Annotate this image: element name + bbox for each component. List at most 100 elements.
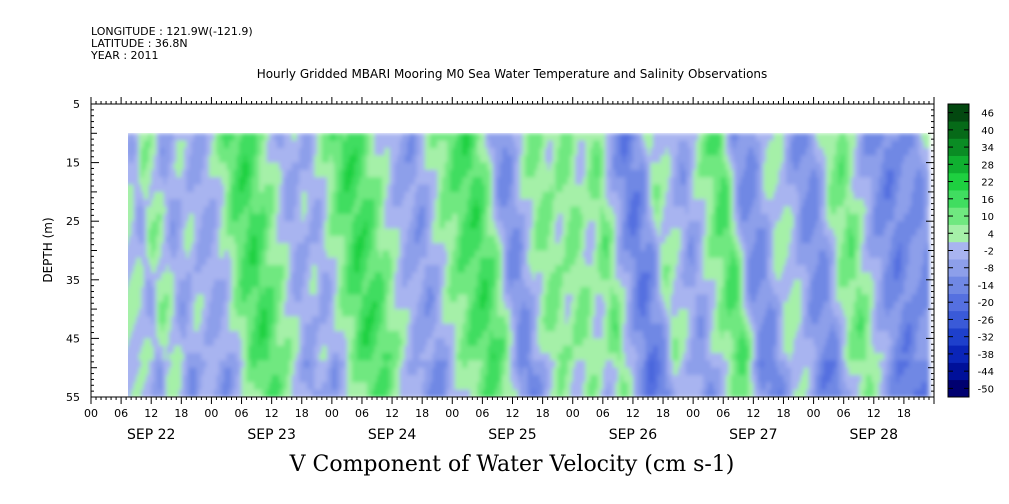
heatmap-cell bbox=[841, 155, 845, 164]
heatmap-cell bbox=[188, 177, 192, 186]
heatmap-cell bbox=[244, 155, 248, 164]
heatmap-cell bbox=[151, 191, 155, 200]
heatmap-cell bbox=[143, 177, 147, 186]
heatmap-cell bbox=[645, 155, 649, 164]
heatmap-cell bbox=[434, 184, 438, 193]
heatmap-cell bbox=[625, 177, 629, 186]
heatmap-cell bbox=[494, 191, 499, 200]
heatmap-cell bbox=[733, 155, 737, 164]
heatmap-cell bbox=[718, 147, 722, 156]
heatmap-cell bbox=[758, 140, 762, 149]
heatmap-cell bbox=[515, 162, 519, 171]
heatmap-cell bbox=[550, 140, 554, 149]
heatmap-cell bbox=[409, 169, 413, 178]
heatmap-cell bbox=[397, 140, 401, 149]
heatmap-cell bbox=[404, 162, 408, 171]
heatmap-cell bbox=[211, 162, 215, 171]
heatmap-cell bbox=[851, 133, 855, 142]
heatmap-cell bbox=[346, 169, 351, 178]
heatmap-cell bbox=[392, 140, 396, 149]
heatmap-cell bbox=[863, 133, 867, 142]
heatmap-cell bbox=[444, 155, 448, 164]
heatmap-cell bbox=[221, 191, 225, 200]
heatmap-cell bbox=[853, 191, 857, 200]
heatmap-cell bbox=[861, 191, 865, 200]
heatmap-cell bbox=[798, 169, 802, 178]
heatmap-cell bbox=[181, 162, 185, 171]
heatmap-cell bbox=[878, 155, 882, 164]
heatmap-cell bbox=[783, 140, 787, 149]
heatmap-cell bbox=[384, 140, 388, 149]
heatmap-cell bbox=[545, 140, 549, 149]
heatmap-cell bbox=[502, 155, 506, 164]
heatmap-cell bbox=[454, 147, 458, 156]
heatmap-cell bbox=[530, 191, 534, 200]
heatmap-cell bbox=[156, 155, 160, 164]
heatmap-cell bbox=[653, 169, 657, 178]
heatmap-cell bbox=[447, 177, 451, 186]
heatmap-cell bbox=[750, 162, 754, 171]
heatmap-cell bbox=[429, 162, 433, 171]
heatmap-cell bbox=[620, 147, 624, 156]
heatmap-cell bbox=[532, 147, 536, 156]
heatmap-cell bbox=[334, 177, 338, 186]
heatmap-cell bbox=[246, 184, 250, 193]
heatmap-cell bbox=[525, 140, 529, 149]
heatmap-cell bbox=[311, 133, 315, 142]
heatmap-cell bbox=[668, 133, 672, 142]
heatmap-cell bbox=[530, 133, 534, 142]
heatmap-cell bbox=[324, 162, 328, 171]
heatmap-cell bbox=[908, 155, 913, 164]
heatmap-cell bbox=[846, 191, 850, 200]
heatmap-cell bbox=[620, 191, 624, 200]
heatmap-cell bbox=[547, 133, 551, 142]
heatmap-cell bbox=[778, 147, 782, 156]
heatmap-cell bbox=[454, 184, 458, 193]
heatmap-cell bbox=[888, 184, 892, 193]
heatmap-cell bbox=[866, 162, 870, 171]
heatmap-cell bbox=[537, 147, 541, 156]
heatmap-cell bbox=[133, 184, 137, 193]
heatmap-cell bbox=[828, 147, 832, 156]
heatmap-cell bbox=[387, 162, 391, 171]
heatmap-cell bbox=[816, 147, 820, 156]
heatmap-cell bbox=[156, 140, 160, 149]
heatmap-cell bbox=[642, 191, 647, 200]
heatmap-cell bbox=[484, 162, 489, 171]
heatmap-cell bbox=[693, 162, 697, 171]
heatmap-cell bbox=[615, 177, 619, 186]
heatmap-cell bbox=[612, 191, 616, 200]
heatmap-cell bbox=[813, 155, 817, 164]
heatmap-cell bbox=[642, 184, 647, 193]
heatmap-cell bbox=[178, 169, 182, 178]
heatmap-cell bbox=[163, 155, 167, 164]
heatmap-cell bbox=[916, 155, 920, 164]
heatmap-cell bbox=[710, 133, 714, 142]
heatmap-cell bbox=[444, 140, 448, 149]
heatmap-cell bbox=[366, 162, 371, 171]
heatmap-cell bbox=[796, 133, 800, 142]
heatmap-cell bbox=[266, 191, 270, 200]
heatmap-cell bbox=[705, 169, 709, 178]
heatmap-cell bbox=[597, 169, 601, 178]
heatmap-cell bbox=[555, 147, 559, 156]
heatmap-cell bbox=[868, 133, 872, 142]
heatmap-cell bbox=[472, 155, 476, 164]
heatmap-cell bbox=[703, 155, 707, 164]
heatmap-cell bbox=[487, 177, 491, 186]
heatmap-cell bbox=[339, 162, 343, 171]
heatmap-cell bbox=[414, 133, 418, 142]
heatmap-cell bbox=[785, 177, 790, 186]
heatmap-cell bbox=[595, 191, 599, 200]
heatmap-cell bbox=[683, 140, 687, 149]
heatmap-cell bbox=[723, 147, 727, 156]
heatmap-cell bbox=[329, 155, 333, 164]
heatmap-cell bbox=[590, 147, 594, 156]
heatmap-cell bbox=[851, 191, 855, 200]
heatmap-cell bbox=[447, 147, 451, 156]
heatmap-cell bbox=[211, 155, 215, 164]
heatmap-cell bbox=[685, 162, 689, 171]
heatmap-cell bbox=[670, 162, 674, 171]
heatmap-cell bbox=[520, 140, 524, 149]
heatmap-cell bbox=[377, 155, 381, 164]
